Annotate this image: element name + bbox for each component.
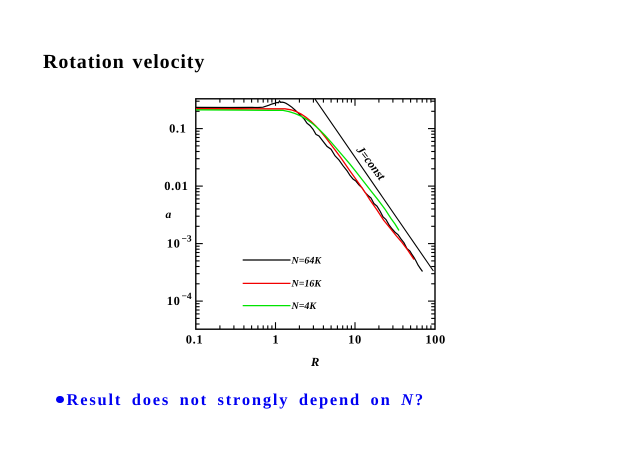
svg-text:N=16K: N=16K bbox=[291, 279, 323, 290]
svg-text:10: 10 bbox=[348, 333, 362, 347]
svg-text:10: 10 bbox=[167, 294, 181, 308]
svg-text:N=64K: N=64K bbox=[291, 255, 323, 266]
svg-text:0.1: 0.1 bbox=[169, 122, 186, 136]
svg-text:a: a bbox=[166, 209, 172, 221]
svg-text:R: R bbox=[310, 355, 319, 369]
svg-text:0.1: 0.1 bbox=[186, 333, 203, 347]
svg-text:N=4K: N=4K bbox=[291, 301, 318, 312]
svg-text:100: 100 bbox=[425, 333, 446, 347]
svg-text:10: 10 bbox=[167, 237, 181, 251]
svg-text:−3: −3 bbox=[182, 235, 192, 245]
svg-text:−4: −4 bbox=[182, 292, 192, 302]
svg-text:1: 1 bbox=[272, 333, 278, 347]
svg-text:0.01: 0.01 bbox=[164, 179, 188, 193]
